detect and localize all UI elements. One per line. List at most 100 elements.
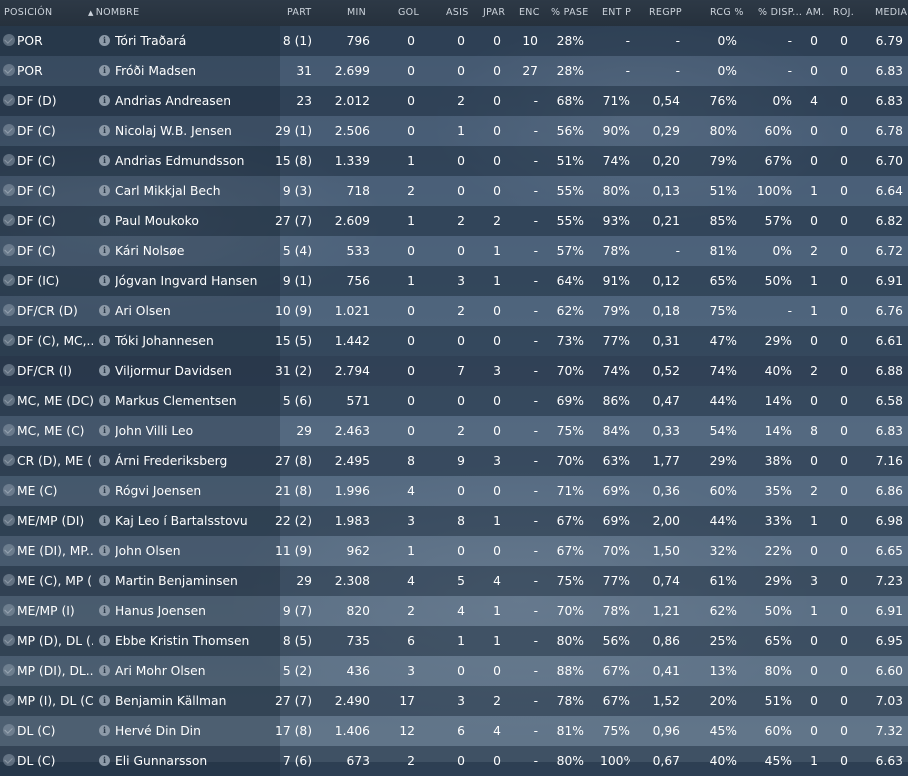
table-row[interactable]: DF (C), MC,... i Tóki Johannesen 15 (5) 1.44… <box>0 326 908 356</box>
column-header-rcg[interactable]: RCG % <box>710 7 744 18</box>
column-header-roj[interactable]: ROJ. <box>833 7 855 18</box>
info-icon[interactable]: i <box>99 305 110 316</box>
info-icon[interactable]: i <box>99 515 110 526</box>
table-row[interactable]: CR (D), ME (... i Árni Frederiksberg 27 (8)… <box>0 446 908 476</box>
info-icon[interactable]: i <box>99 485 110 496</box>
table-row[interactable]: DF (C) i Carl Mikkjal Bech 9 (3) 718 2 0 0 - 55% 8… <box>0 176 908 206</box>
table-row[interactable]: DF (D) i Andrias Andreasen 23 2.012 0 2 0 - 68% 71… <box>0 86 908 116</box>
table-row[interactable]: DF (C) i Andrias Edmundsson 15 (8) 1.339 1 0 0 -… <box>0 146 908 176</box>
column-header-min[interactable]: MIN <box>347 7 367 18</box>
disp-cell: 50% <box>764 274 792 288</box>
player-name-link[interactable]: Ari Mohr Olsen <box>115 664 206 678</box>
info-icon[interactable]: i <box>99 425 110 436</box>
column-header-entp[interactable]: ENT P <box>602 7 632 18</box>
column-header-nombre[interactable]: ▲ NOMBRE <box>88 0 139 26</box>
table-row[interactable]: MC, ME (DC) i Markus Clementsen 5 (6) 571 0 0 0… <box>0 386 908 416</box>
table-row[interactable]: POR i Fróði Madsen 31 2.699 0 0 0 27 28% - - 0% - 0 0 6.… <box>0 56 908 86</box>
info-icon[interactable]: i <box>99 185 110 196</box>
table-row[interactable]: DF/CR (D) i Ari Olsen 10 (9) 1.021 0 2 0 - 62% 79%… <box>0 296 908 326</box>
player-name-link[interactable]: Kári Nolsøe <box>115 244 185 258</box>
column-header-asis[interactable]: ASIS <box>446 7 469 18</box>
player-name-link[interactable]: Árni Frederiksberg <box>115 454 228 468</box>
table-row[interactable]: ME (C) i Rógvi Joensen 21 (8) 1.996 4 0 0 - 71% 69… <box>0 476 908 506</box>
player-name-link[interactable]: Andrias Andreasen <box>115 94 231 108</box>
player-name-link[interactable]: Rógvi Joensen <box>115 484 202 498</box>
info-icon[interactable]: i <box>99 335 110 346</box>
player-name-link[interactable]: Andrias Edmundsson <box>115 154 245 168</box>
column-header-jpar[interactable]: JPAR <box>483 7 506 18</box>
table-row[interactable]: DF (C) i Paul Moukoko 27 (7) 2.609 1 2 2 - 55% 93%… <box>0 206 908 236</box>
info-icon[interactable]: i <box>99 695 110 706</box>
info-icon[interactable]: i <box>99 725 110 736</box>
table-row[interactable]: MC, ME (C) i John Villi Leo 29 2.463 0 2 0 - 75% 8… <box>0 416 908 446</box>
column-header-pase[interactable]: % PASE <box>551 7 589 18</box>
player-name-link[interactable]: Hervé Din Din <box>115 724 201 738</box>
player-name-link[interactable]: Ari Olsen <box>115 304 171 318</box>
info-icon[interactable]: i <box>99 365 110 376</box>
info-icon[interactable]: i <box>99 245 110 256</box>
table-row[interactable]: ME/MP (DI) i Kaj Leo í Bartalsstovu 22 (2) 1… <box>0 506 908 536</box>
player-name-link[interactable]: Paul Moukoko <box>115 214 199 228</box>
info-icon[interactable]: i <box>99 635 110 646</box>
column-header-am[interactable]: AM. <box>806 7 825 18</box>
enc-cell: - <box>533 634 538 648</box>
roj-cell: 0 <box>840 544 848 558</box>
table-row[interactable]: DF (IC) i Jógvan Ingvard Hansen 9 (1) 756 1 3 1… <box>0 266 908 296</box>
table-row[interactable]: DF (C) i Nicolaj W.B. Jensen 29 (1) 2.506 0 1 0… <box>0 116 908 146</box>
player-name-link[interactable]: Fróði Madsen <box>115 64 197 78</box>
info-icon[interactable]: i <box>99 455 110 466</box>
table-row[interactable]: POR i Tóri Traðará 8 (1) 796 0 0 0 10 28% - - 0% - 0 0 6… <box>0 26 908 56</box>
table-row[interactable]: DL (C) i Hervé Din Din 17 (8) 1.406 12 6 4 - 81% 7… <box>0 716 908 746</box>
table-row[interactable]: MP (I), DL (C) i Benjamin Källman 27 (7) 2.4… <box>0 686 908 716</box>
regpp-cell: 0,36 <box>652 484 680 498</box>
check-icon <box>3 574 15 586</box>
part-cell: 21 (8) <box>275 484 312 498</box>
info-icon[interactable]: i <box>99 275 110 286</box>
player-name-link[interactable]: John Villi Leo <box>115 424 194 438</box>
player-name-link[interactable]: Kaj Leo í Bartalsstovu <box>115 514 248 528</box>
info-icon[interactable]: i <box>99 575 110 586</box>
row-identity-cell <box>0 206 280 236</box>
info-icon[interactable]: i <box>99 215 110 226</box>
player-name-link[interactable]: Benjamin Källman <box>115 694 227 708</box>
info-icon[interactable]: i <box>99 65 110 76</box>
player-name-link[interactable]: Hanus Joensen <box>115 604 206 618</box>
info-icon[interactable]: i <box>99 155 110 166</box>
entp-cell: 63% <box>602 454 630 468</box>
player-name-link[interactable]: Ebbe Kristin Thomsen <box>115 634 250 648</box>
info-icon[interactable]: i <box>99 665 110 676</box>
column-header-posicion[interactable]: POSICIÓN <box>4 7 53 18</box>
table-row[interactable]: DF/CR (I) i Viljormur Davidsen 31 (2) 2.794 0… <box>0 356 908 386</box>
info-icon[interactable]: i <box>99 35 110 46</box>
am-cell: 0 <box>810 214 818 228</box>
column-header-regpp[interactable]: REGPP <box>649 7 682 18</box>
info-icon[interactable]: i <box>99 395 110 406</box>
player-name-link[interactable]: Jógvan Ingvard Hansen <box>115 274 258 288</box>
player-name-link[interactable]: Eli Gunnarsson <box>115 754 208 768</box>
column-header-media[interactable]: MEDIA <box>875 7 908 18</box>
info-icon[interactable]: i <box>99 95 110 106</box>
table-row[interactable]: DL (C) i Eli Gunnarsson 7 (6) 673 2 0 0 - 80% 100%… <box>0 746 908 776</box>
column-header-enc[interactable]: ENC <box>519 7 540 18</box>
info-icon[interactable]: i <box>99 755 110 766</box>
table-row[interactable]: MP (DI), DL... i Ari Mohr Olsen 5 (2) 436 3 0 0… <box>0 656 908 686</box>
player-name-link[interactable]: Martin Benjaminsen <box>115 574 238 588</box>
player-name-link[interactable]: Carl Mikkjal Bech <box>115 184 221 198</box>
table-row[interactable]: ME (C), MP (... i Martin Benjaminsen 29 2.30… <box>0 566 908 596</box>
player-name-link[interactable]: Viljormur Davidsen <box>115 364 232 378</box>
info-icon[interactable]: i <box>99 125 110 136</box>
player-name-link[interactable]: Markus Clementsen <box>115 394 237 408</box>
player-name-link[interactable]: Tóki Johannesen <box>115 334 214 348</box>
table-row[interactable]: MP (D), DL (... i Ebbe Kristin Thomsen 8 (5… <box>0 626 908 656</box>
table-row[interactable]: DF (C) i Kári Nolsøe 5 (4) 533 0 0 1 - 57% 78% - 81%… <box>0 236 908 266</box>
column-header-part[interactable]: PART <box>287 7 312 18</box>
table-row[interactable]: ME (DI), MP... i John Olsen 11 (9) 962 1 0 0 - 67… <box>0 536 908 566</box>
info-icon[interactable]: i <box>99 605 110 616</box>
player-name-link[interactable]: Nicolaj W.B. Jensen <box>115 124 232 138</box>
column-header-disp[interactable]: % DISP... <box>758 7 803 18</box>
info-icon[interactable]: i <box>99 545 110 556</box>
column-header-gol[interactable]: GOL <box>398 7 420 18</box>
player-name-link[interactable]: John Olsen <box>115 544 181 558</box>
table-row[interactable]: ME/MP (I) i Hanus Joensen 9 (7) 820 2 4 1 - 70% 78… <box>0 596 908 626</box>
player-name-link[interactable]: Tóri Traðará <box>115 34 187 48</box>
